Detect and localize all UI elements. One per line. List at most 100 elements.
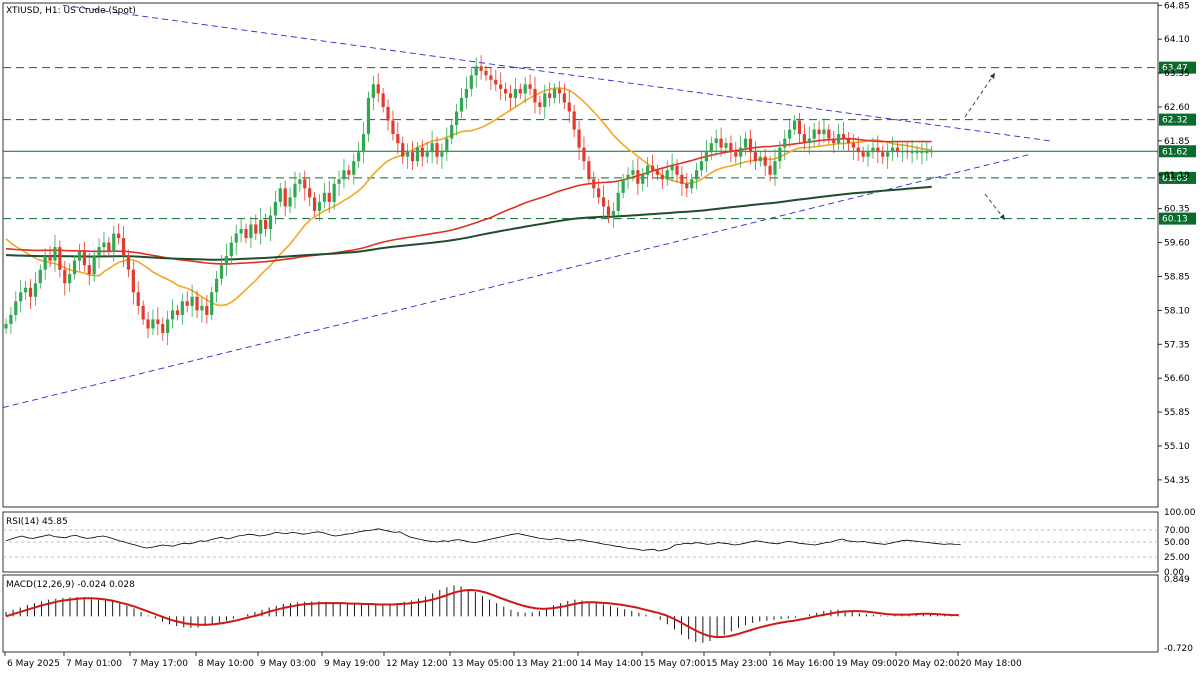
candle-body [268,215,273,230]
candle-body [33,283,37,297]
candle-body [572,111,576,130]
macd-tick-label: -0.720 [1164,644,1193,654]
candle-body [871,147,875,153]
candle-body [719,138,723,148]
x-tick-label: 7 May 17:00 [132,659,188,669]
y-tick-label: 63.35 [1164,69,1190,79]
candle-body [655,170,660,175]
x-tick-label: 6 May 2025 [7,659,60,669]
x-tick-label: 20 May 18:00 [960,659,1022,669]
candle-body [592,179,596,189]
candle-body [4,323,8,329]
x-tick-label: 8 May 10:00 [198,659,254,669]
x-tick-label: 13 May 21:00 [516,659,578,669]
y-tick-label: 64.85 [1164,1,1190,11]
candle-body [792,120,797,130]
candle-body [802,134,806,144]
chart-frame [2,2,1159,653]
candle-body [19,292,23,302]
candle-body [239,229,243,234]
candle-body [621,179,625,193]
candle-body [92,256,96,275]
candle-body [371,84,375,98]
candle-body [430,143,434,153]
candle-body [851,143,855,148]
candle-body [283,188,287,207]
candle-body [195,296,199,311]
x-tick-label: 13 May 05:00 [452,659,514,669]
candle-body [205,305,209,315]
candle-body [43,256,47,270]
rsi-tick-label: 25.00 [1164,553,1190,563]
y-tick-label: 55.85 [1164,408,1190,418]
candle-body [499,84,503,89]
level-label: 60.13 [1162,215,1188,225]
candle-body [827,129,831,139]
candle-body [175,310,180,315]
candle-body [381,93,385,107]
macd-title: MACD(12,26,9) -0.024 0.028 [6,580,135,590]
candle-body [660,174,664,180]
level-label-bg [1159,171,1196,184]
candle-body [332,183,336,202]
x-tick-label: 15 May 23:00 [706,659,768,669]
candle-body [518,88,522,94]
level-label: 62.32 [1162,116,1188,126]
candle-body [87,265,91,275]
candle-body [102,242,106,248]
rsi-tick-label: 50.00 [1164,538,1190,548]
candle-body [386,106,390,121]
candle-body [121,238,126,257]
candle-body [665,170,669,180]
candle-body [166,319,170,333]
y-tick-label: 60.35 [1164,205,1190,215]
candle-body [210,292,214,315]
candle-body [58,247,62,270]
candle-body [577,129,581,148]
candle-body [812,129,816,139]
candle-body [704,152,709,162]
level-label-bg [1159,61,1196,74]
candle-body [895,147,900,153]
upper-trendline [62,4,1051,142]
candle-body [28,287,33,297]
candle-body [357,152,361,162]
candle-body [455,111,459,126]
candle-body [278,188,282,202]
candle-body [48,256,52,261]
candle-body [170,310,175,320]
candle-body [631,170,635,175]
candle-body [9,314,13,324]
candle-body [298,179,302,184]
y-tick-label: 61.85 [1164,137,1190,147]
level-label: 61.03 [1162,174,1188,184]
candle-body [224,256,229,266]
candle-body [680,174,684,184]
candle-body [308,188,312,198]
candle-body [915,152,919,154]
candle-body [876,147,880,153]
candle-body [254,224,258,234]
candle-body [401,143,405,157]
trendlines [2,4,1051,408]
candle-body [415,147,420,162]
candle-body [905,151,909,153]
x-tick-label: 14 May 14:00 [580,659,642,669]
candle-body [38,269,42,284]
candle-body [77,251,82,261]
candles [4,55,934,346]
candle-body [156,319,160,324]
candle-body [650,165,655,171]
x-tick-label: 9 May 03:00 [260,659,316,669]
candle-body [675,165,679,175]
candle-body [646,165,650,175]
candle-body [925,152,929,154]
candle-body [420,147,424,157]
y-tick-label: 59.60 [1164,239,1190,249]
candle-body [783,138,787,148]
rsi-tick-label: 100.00 [1164,508,1196,518]
arrow-up-head [989,73,995,79]
candle-body [131,269,135,293]
rsi-title: RSI(14) 45.85 [6,517,68,527]
